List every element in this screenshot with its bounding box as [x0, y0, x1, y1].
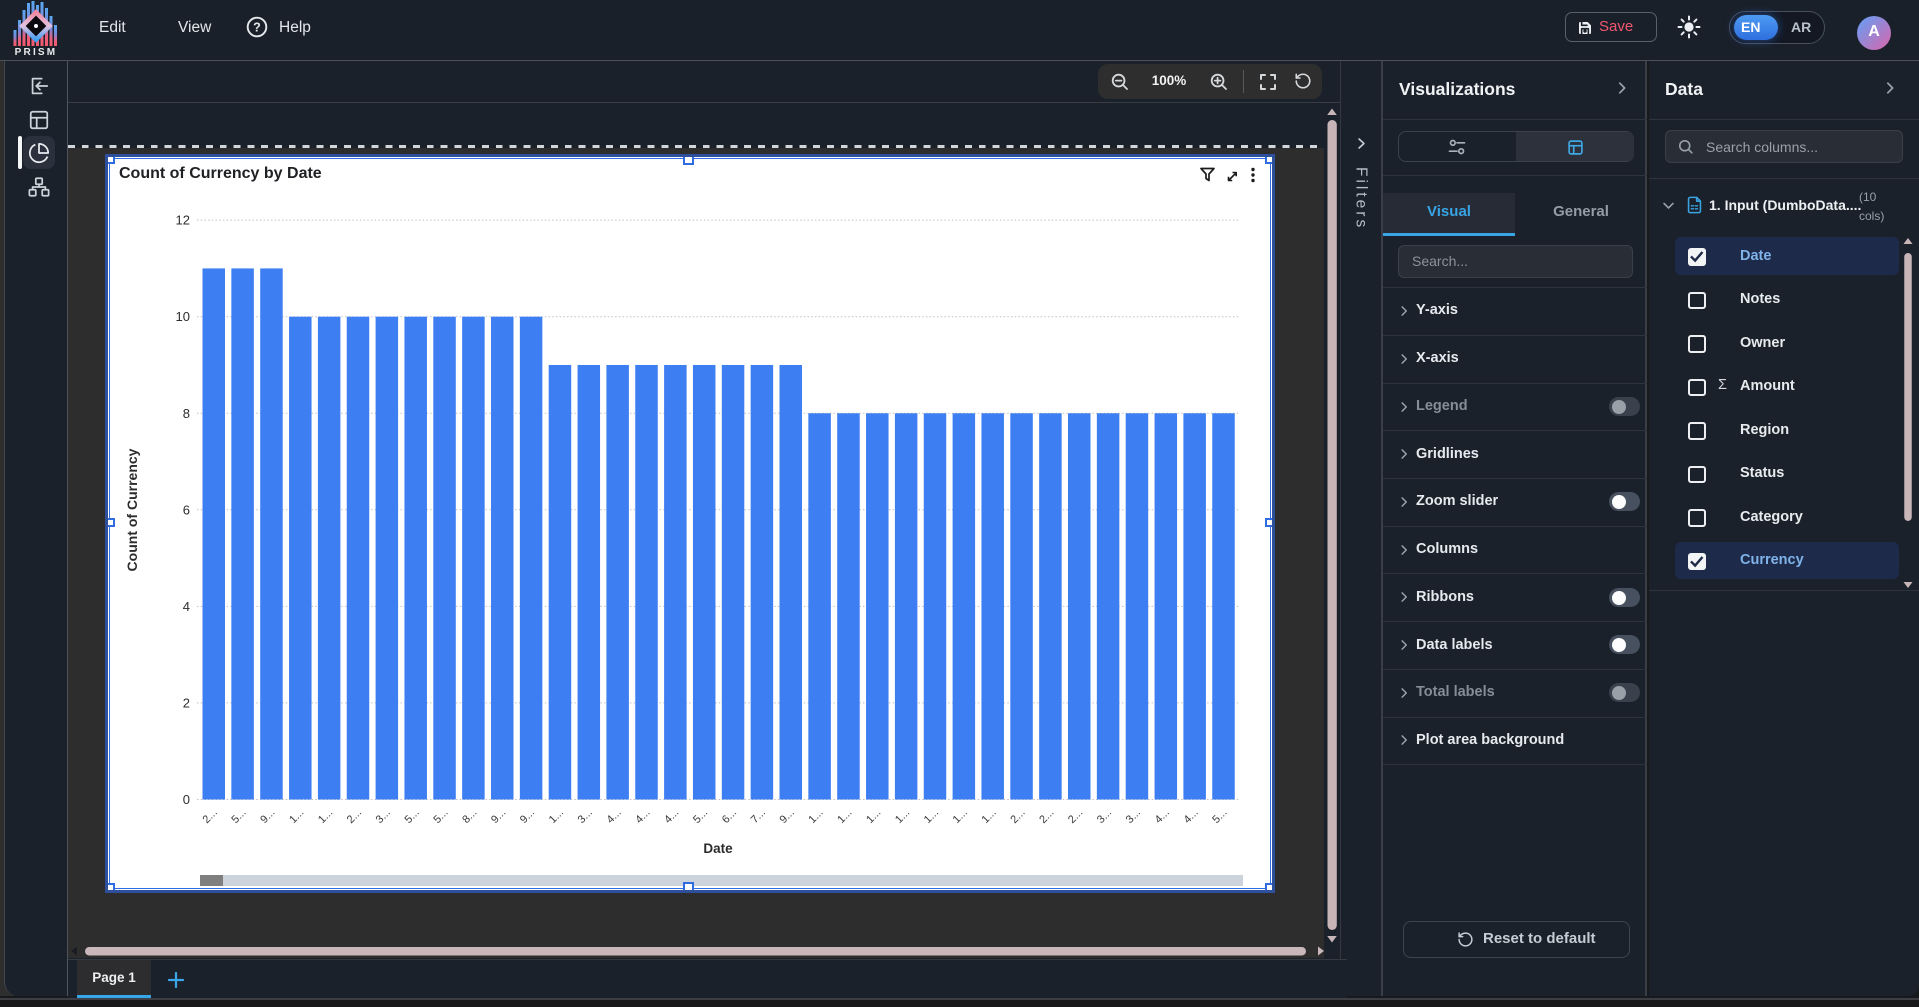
svg-text:Date: Date	[703, 841, 733, 856]
svg-text:Count of Currency: Count of Currency	[124, 448, 140, 571]
svg-text:4: 4	[183, 599, 190, 614]
svg-text:?: ?	[253, 20, 261, 34]
svg-text:10: 10	[176, 309, 190, 324]
svg-text:2: 2	[183, 695, 190, 710]
svg-text:0: 0	[183, 792, 190, 807]
svg-text:PRISM: PRISM	[15, 47, 58, 57]
svg-text:12: 12	[176, 213, 190, 228]
svg-text:6: 6	[183, 502, 190, 517]
svg-text:8: 8	[183, 406, 190, 421]
